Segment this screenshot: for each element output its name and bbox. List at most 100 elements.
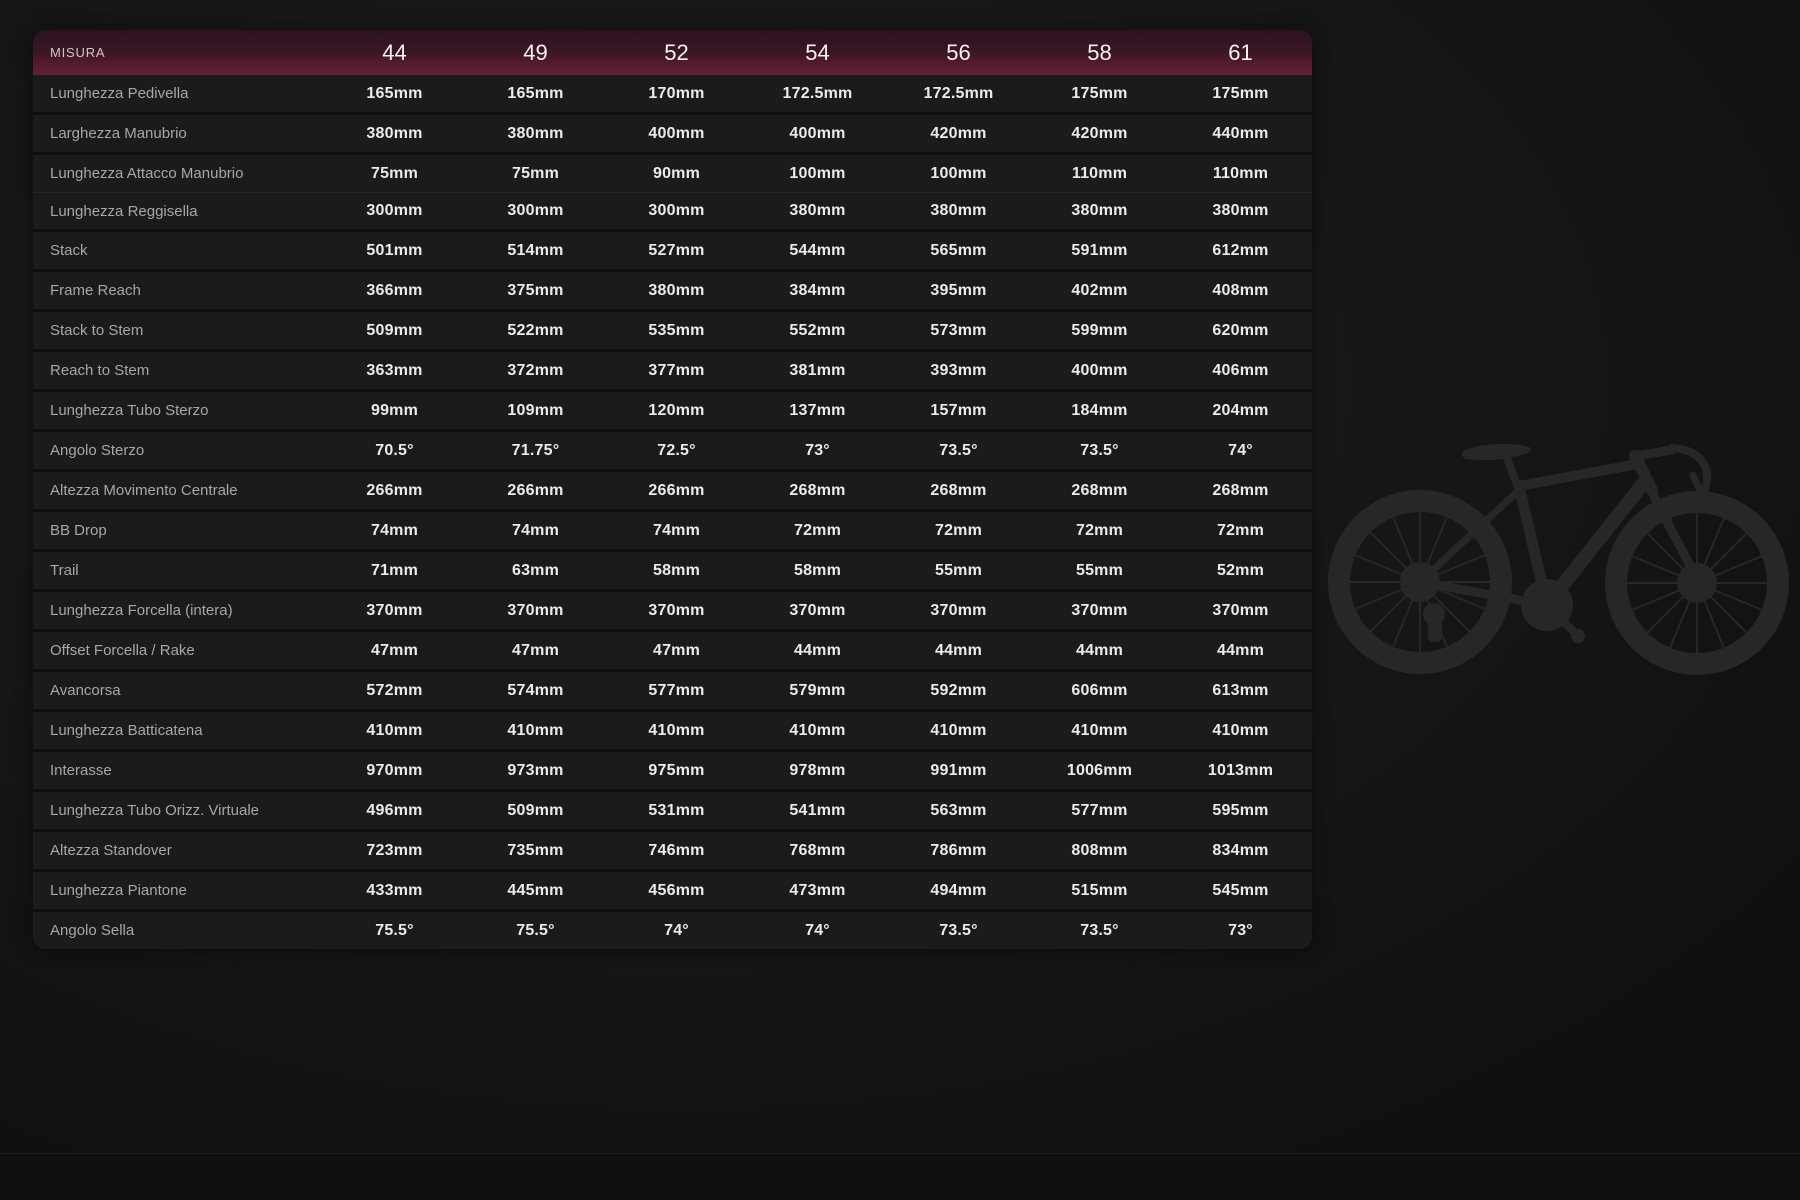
cell-value: 366mm xyxy=(366,281,423,299)
table-row: Angolo Sella 75.5° 75.5° 74° 74° 73.5° 73.5° 73… xyxy=(33,912,1312,949)
cell-value: 591mm xyxy=(1071,241,1128,259)
cell-value: 375mm xyxy=(507,281,564,299)
row-label: Trail xyxy=(50,562,79,579)
geometry-table: MISURA 44 49 52 54 56 58 61 Lunghezza Pedivell… xyxy=(33,30,1312,949)
cell-value: 74mm xyxy=(370,521,419,539)
cell-value: 75mm xyxy=(370,164,419,182)
cell-value: 440mm xyxy=(1212,124,1269,142)
cell-value: 973mm xyxy=(507,761,564,779)
cell-value: 90mm xyxy=(652,164,701,182)
cell-value: 100mm xyxy=(789,164,846,182)
cell-value: 74° xyxy=(805,921,830,939)
table-row: Lunghezza Piantone 433mm 445mm 456mm 473mm 49… xyxy=(33,872,1312,909)
row-label: Larghezza Manubrio xyxy=(50,125,187,142)
cell-value: 395mm xyxy=(930,281,987,299)
cell-value: 109mm xyxy=(507,401,564,419)
row-label: Altezza Movimento Centrale xyxy=(50,482,238,499)
row-label: Lunghezza Piantone xyxy=(50,882,187,899)
table-row: Lunghezza Reggisella 300mm 300mm 300mm 380mm… xyxy=(33,192,1312,229)
cell-value: 380mm xyxy=(930,202,987,219)
cell-value: 400mm xyxy=(1071,361,1128,379)
cell-value: 400mm xyxy=(648,124,705,142)
cell-value: 300mm xyxy=(648,202,705,219)
cell-value: 735mm xyxy=(507,841,564,859)
cell-value: 501mm xyxy=(366,241,423,259)
cell-value: 172.5mm xyxy=(923,84,994,102)
cell-value: 978mm xyxy=(789,761,846,779)
row-label: Frame Reach xyxy=(50,282,141,299)
table-row: Reach to Stem 363mm 372mm 377mm 381mm 393mm 40… xyxy=(33,352,1312,389)
cell-value: 58mm xyxy=(793,561,842,579)
row-label: Lunghezza Tubo Sterzo xyxy=(50,402,209,419)
cell-value: 606mm xyxy=(1071,681,1128,699)
cell-value: 595mm xyxy=(1212,801,1269,819)
cell-value: 599mm xyxy=(1071,321,1128,339)
cell-value: 509mm xyxy=(507,801,564,819)
cell-value: 975mm xyxy=(648,761,705,779)
cell-value: 72mm xyxy=(1075,521,1124,539)
cell-value: 574mm xyxy=(507,681,564,699)
cell-value: 535mm xyxy=(648,321,705,339)
cell-value: 1006mm xyxy=(1066,761,1133,779)
table-header: MISURA 44 49 52 54 56 58 61 xyxy=(33,30,1312,75)
table-row: Interasse 970mm 973mm 975mm 978mm 991mm 1006mm… xyxy=(33,752,1312,789)
cell-value: 74° xyxy=(664,921,689,939)
cell-value: 204mm xyxy=(1212,401,1269,419)
cell-value: 620mm xyxy=(1212,321,1269,339)
cell-value: 74mm xyxy=(511,521,560,539)
row-label: Lunghezza Reggisella xyxy=(50,202,198,220)
cell-value: 410mm xyxy=(507,721,564,739)
table-row: Stack to Stem 509mm 522mm 535mm 552mm 573mm 59… xyxy=(33,312,1312,349)
cell-value: 834mm xyxy=(1212,841,1269,859)
row-label: Reach to Stem xyxy=(50,362,150,379)
cell-value: 75.5° xyxy=(375,921,414,939)
cell-value: 72mm xyxy=(793,521,842,539)
cell-value: 380mm xyxy=(1071,202,1128,219)
cell-value: 73.5° xyxy=(939,441,978,459)
cell-value: 380mm xyxy=(1212,202,1269,219)
cell-value: 370mm xyxy=(1071,601,1128,619)
cell-value: 268mm xyxy=(789,481,846,499)
cell-value: 572mm xyxy=(366,681,423,699)
table-row: Offset Forcella / Rake 47mm 47mm 47mm 44mm 44… xyxy=(33,632,1312,669)
cell-value: 381mm xyxy=(789,361,846,379)
cell-value: 73° xyxy=(805,441,830,459)
table-row: Lunghezza Tubo Sterzo 99mm 109mm 120mm 137mm… xyxy=(33,392,1312,429)
cell-value: 402mm xyxy=(1071,281,1128,299)
row-label: Lunghezza Batticatena xyxy=(50,722,203,739)
table-row: Frame Reach 366mm 375mm 380mm 384mm 395mm 402m… xyxy=(33,272,1312,309)
cell-value: 592mm xyxy=(930,681,987,699)
size-column-header: 61 xyxy=(1228,39,1253,65)
row-label: BB Drop xyxy=(50,522,107,539)
row-label: Lunghezza Forcella (intera) xyxy=(50,602,233,619)
cell-value: 380mm xyxy=(648,281,705,299)
cell-value: 47mm xyxy=(511,641,560,659)
cell-value: 44mm xyxy=(934,641,983,659)
table-row: Altezza Standover 723mm 735mm 746mm 768mm 786… xyxy=(33,832,1312,869)
cell-value: 47mm xyxy=(370,641,419,659)
cell-value: 74° xyxy=(1228,441,1253,459)
cell-value: 496mm xyxy=(366,801,423,819)
cell-value: 410mm xyxy=(1071,721,1128,739)
cell-value: 544mm xyxy=(789,241,846,259)
cell-value: 165mm xyxy=(366,84,423,102)
cell-value: 613mm xyxy=(1212,681,1269,699)
table-row: Altezza Movimento Centrale 266mm 266mm 266m… xyxy=(33,472,1312,509)
cell-value: 372mm xyxy=(507,361,564,379)
row-label: Angolo Sella xyxy=(50,922,135,939)
cell-value: 400mm xyxy=(789,124,846,142)
cell-value: 1013mm xyxy=(1207,761,1274,779)
cell-value: 577mm xyxy=(648,681,705,699)
cell-value: 514mm xyxy=(507,241,564,259)
size-column-header: 52 xyxy=(664,39,689,65)
row-label: Angolo Sterzo xyxy=(50,442,145,459)
cell-value: 563mm xyxy=(930,801,987,819)
cell-value: 266mm xyxy=(507,481,564,499)
cell-value: 410mm xyxy=(366,721,423,739)
cell-value: 55mm xyxy=(934,561,983,579)
cell-value: 100mm xyxy=(930,164,987,182)
cell-value: 370mm xyxy=(789,601,846,619)
row-label: Offset Forcella / Rake xyxy=(50,642,195,659)
cell-value: 408mm xyxy=(1212,281,1269,299)
bike-silhouette-icon xyxy=(1322,398,1794,688)
